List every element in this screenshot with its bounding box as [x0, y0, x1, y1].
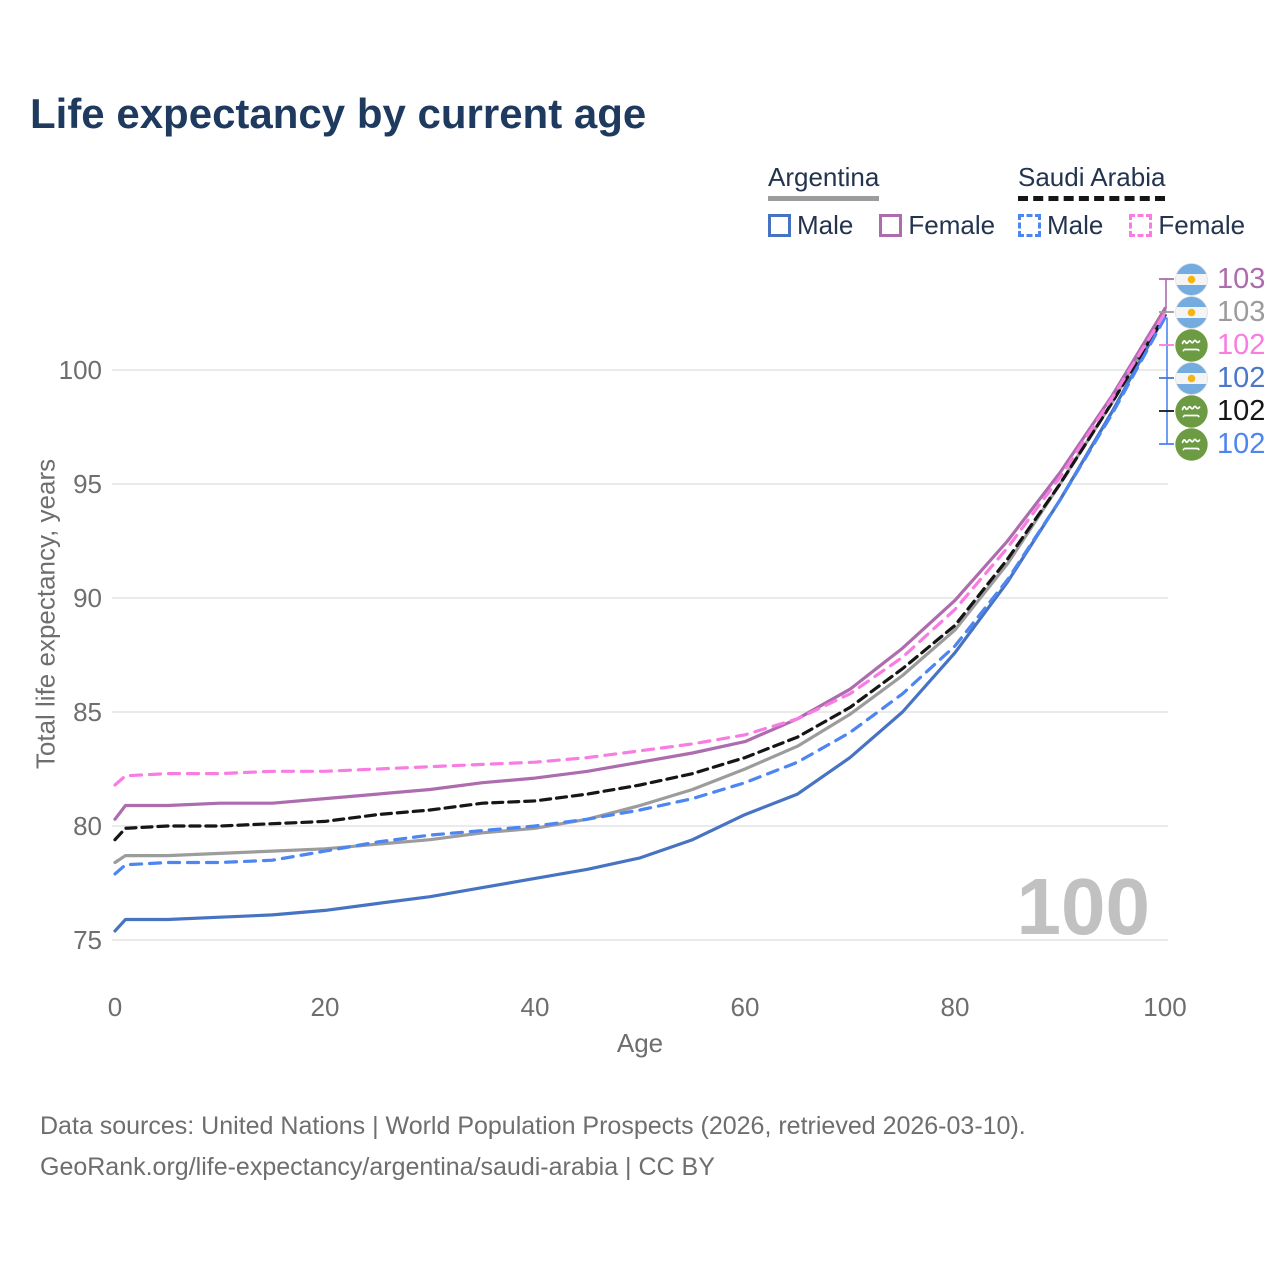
end-value-row: 103 [1175, 295, 1265, 329]
y-tick-label: 100 [58, 355, 102, 385]
argentina-flag-icon [1175, 295, 1208, 329]
x-tick-label: 60 [730, 992, 760, 1022]
series-line[interactable] [113, 313, 1167, 933]
argentina-female-swatch-icon [879, 214, 903, 237]
end-value-row: 102 [1175, 394, 1265, 428]
end-value-label: 103 [1217, 262, 1266, 295]
saudi-arabia-flag-icon [1175, 427, 1208, 461]
argentina-flag-icon [1175, 262, 1208, 296]
end-value-label: 102 [1217, 328, 1266, 361]
end-value-row: 102 [1175, 427, 1265, 461]
y-tick-label: 75 [73, 925, 102, 955]
end-value-row: 102 [1175, 328, 1265, 362]
end-value-label: 102 [1217, 394, 1266, 427]
legend-item-saudi-female[interactable]: Female [1129, 210, 1245, 241]
end-value-row: 102 [1175, 361, 1265, 395]
end-value-label: 102 [1217, 361, 1266, 394]
argentina-flag-icon [1175, 361, 1208, 395]
saudi-female-swatch-icon [1129, 214, 1153, 237]
x-axis-title: Age [616, 1028, 664, 1058]
y-tick-label: 95 [73, 469, 102, 499]
end-value-label: 102 [1217, 427, 1266, 460]
footer-attribution-link: GeoRank.org/life-expectancy/argentina/sa… [40, 1153, 715, 1181]
x-tick-label: 80 [940, 992, 970, 1022]
legend-group-argentina: Argentina Male Female [768, 162, 995, 241]
end-value-row: 103 [1175, 262, 1265, 296]
saudi-male-swatch-icon [1018, 214, 1041, 237]
legend-item-argentina-female[interactable]: Female [879, 210, 995, 241]
y-tick-label: 85 [73, 697, 102, 727]
legend-item-label: Female [1158, 210, 1246, 240]
footer: Data sources: United Nations | World Pop… [40, 1106, 1026, 1188]
watermark-100: 100 [1016, 862, 1150, 951]
x-tick-label: 0 [107, 992, 123, 1022]
legend-item-label: Male [797, 210, 854, 240]
y-tick-label: 90 [73, 583, 102, 613]
y-tick-label: 80 [73, 811, 102, 841]
series-line[interactable] [113, 316, 1167, 876]
legend-item-argentina-male[interactable]: Male [768, 210, 853, 241]
series-line[interactable] [113, 306, 1167, 821]
saudi-arabia-flag-icon [1175, 394, 1208, 428]
legend-country-saudi-arabia[interactable]: Saudi Arabia [1018, 162, 1166, 201]
legend-item-saudi-male[interactable]: Male [1018, 210, 1103, 241]
x-tick-label: 100 [1143, 992, 1187, 1022]
series-line[interactable] [113, 313, 1167, 842]
y-axis-title: Total life expectancy, years [30, 458, 61, 770]
end-value-label: 103 [1217, 295, 1266, 328]
x-tick-label: 40 [520, 992, 550, 1022]
footer-data-sources: Data sources: United Nations | World Pop… [40, 1112, 1026, 1140]
x-tick-label: 20 [310, 992, 340, 1022]
legend-item-label: Female [908, 210, 996, 240]
saudi-arabia-flag-icon [1175, 328, 1208, 362]
legend-group-saudi-arabia: Saudi Arabia Male Female [1018, 162, 1245, 241]
series-line[interactable] [113, 309, 1167, 865]
legend-country-argentina[interactable]: Argentina [768, 162, 880, 201]
page-title: Life expectancy by current age [30, 90, 647, 137]
argentina-male-swatch-icon [768, 214, 791, 237]
legend-item-label: Male [1047, 210, 1104, 240]
series-line[interactable] [113, 311, 1167, 787]
